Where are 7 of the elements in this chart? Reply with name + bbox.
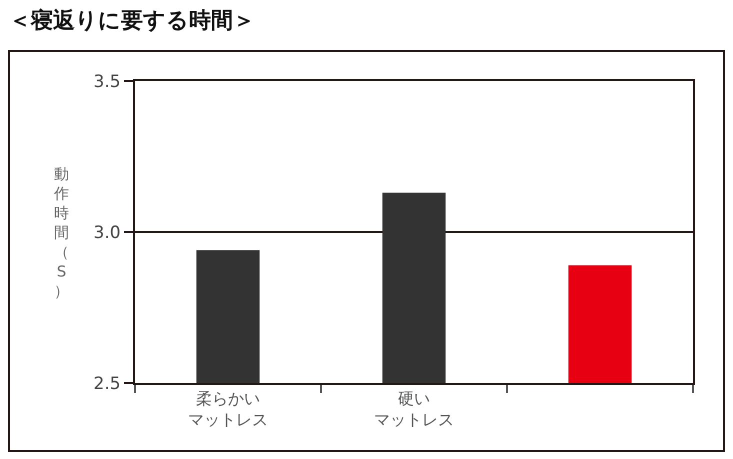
y-tick-label: 3.5	[94, 72, 121, 92]
x-tick-label: 硬いマットレス	[374, 389, 454, 429]
y-tick-label: 3.0	[94, 222, 121, 243]
y-axis-title: 動作時間（S）	[53, 165, 69, 300]
chart-title: ＜寝返りに要する時間＞	[8, 8, 255, 34]
y-tick-label: 2.5	[94, 374, 121, 394]
x-tick-label: 柔らかいマットレス	[188, 389, 268, 429]
